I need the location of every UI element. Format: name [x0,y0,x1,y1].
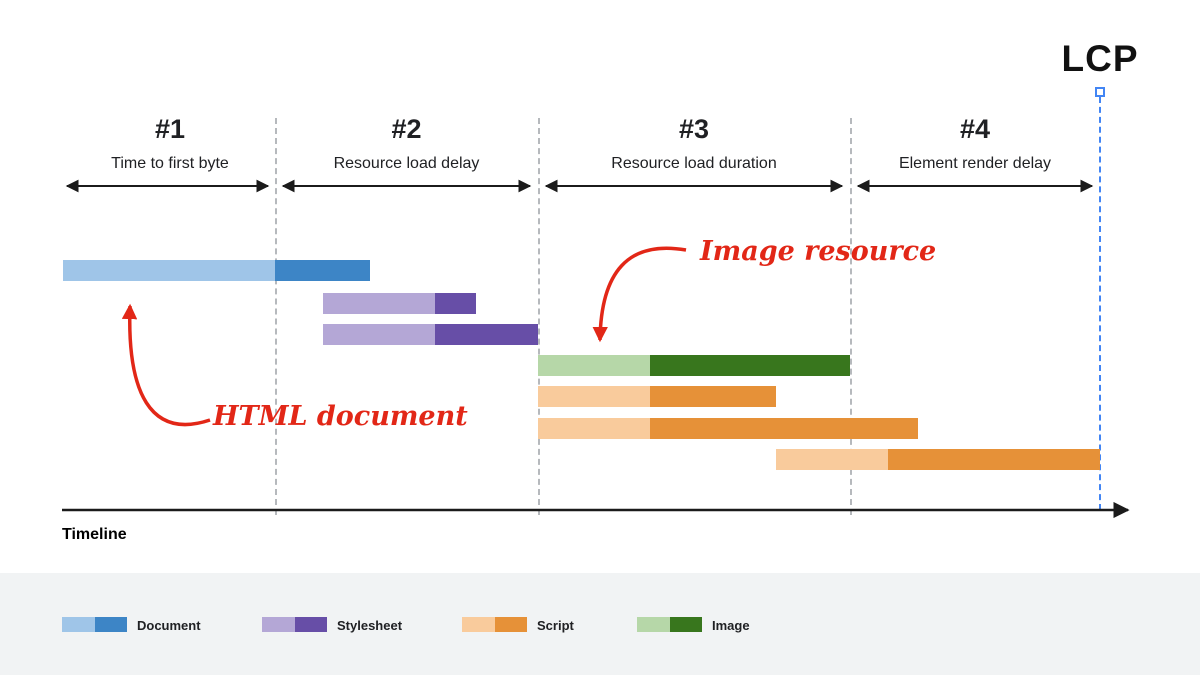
legend-swatch-document-light [62,617,95,632]
stylesheet-bar-light [323,324,435,345]
image-bar-light [538,355,650,376]
stylesheet-bar-light [323,293,435,314]
lcp-marker-square [1095,87,1105,97]
stylesheet-bar-dark [435,293,476,314]
phase-1-label: Time to first byte [111,154,229,172]
phase-divider-3 [850,118,852,515]
phase-divider-2 [538,118,540,515]
image-resource-annotation: Image resource [700,236,937,267]
legend-swatch-image-dark [670,617,702,632]
legend-swatch-script-light [462,617,495,632]
legend-footer: Document Stylesheet Script Image [0,573,1200,675]
html-document-annotation: HTML document [213,401,468,432]
legend-swatch-stylesheet-dark [295,617,327,632]
legend-label-stylesheet: Stylesheet [337,618,403,633]
phase-3-label: Resource load duration [611,154,777,172]
document-bar-dark [275,260,370,281]
timeline-label: Timeline [62,526,127,543]
legend-label-document: Document [137,618,201,633]
lcp-title: LCP [1061,38,1139,79]
phase-2-label: Resource load delay [333,154,480,172]
legend-swatch-stylesheet-light [262,617,295,632]
legend-swatch-script-dark [495,617,527,632]
legend-swatch-document-dark [95,617,127,632]
phase-3-header: #3 Resource load duration [544,114,844,173]
phase-2-number: #2 [391,114,422,144]
document-bar-light [63,260,275,281]
phase-divider-1 [275,118,277,515]
script-bar-dark [888,449,1100,470]
phase-4-number: #4 [959,114,991,144]
phase-3-number: #3 [678,114,710,144]
image-bar-dark [650,355,850,376]
phase-4-label: Element render delay [898,154,1052,172]
legend-label-image: Image [712,618,750,633]
phase-1-header: #1 Time to first byte [65,114,275,173]
script-bar-dark [650,386,776,407]
script-bar-light [538,418,650,439]
lcp-line [1099,97,1101,510]
script-bar-light [776,449,888,470]
phase-2-header: #2 Resource load delay [281,114,532,173]
phase-1-number: #1 [154,114,186,144]
script-bar-dark [650,418,918,439]
stylesheet-bar-dark [435,324,538,345]
script-bar-light [538,386,650,407]
legend-label-script: Script [537,618,574,633]
legend-swatch-image-light [637,617,670,632]
phase-4-header: #4 Element render delay [856,114,1094,173]
